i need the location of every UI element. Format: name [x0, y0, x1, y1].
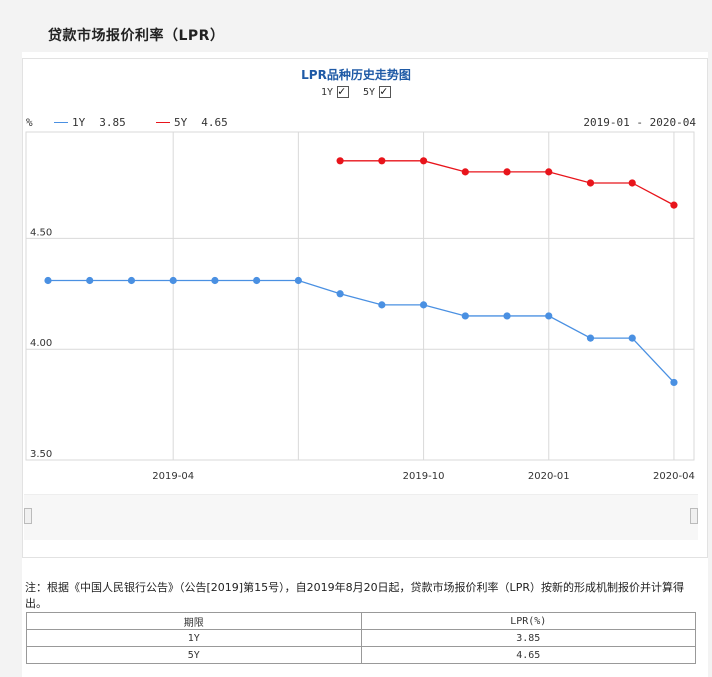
table-header-term: 期限 [26, 612, 362, 630]
data-point-1y [86, 276, 94, 285]
data-point-1y [127, 276, 136, 285]
data-point-5y [545, 168, 553, 176]
series-line-1y [48, 279, 675, 383]
data-point-1y [503, 312, 511, 320]
data-point-1y [586, 334, 595, 342]
right-gutter [708, 52, 712, 677]
data-point-1y [44, 276, 52, 285]
y-unit: % [26, 116, 33, 129]
data-point-5y [378, 157, 386, 165]
table-header-row: 期限 LPR(%) [26, 612, 696, 630]
toggle-5y[interactable]: 5Y [363, 84, 392, 98]
table-cell-rate: 4.65 [360, 646, 696, 664]
table-row: 1Y 3.85 [26, 629, 696, 647]
data-point-1y [336, 290, 344, 298]
legend-swatch-1y [54, 122, 68, 123]
footnote: 注：根据《中国人民银行公告》（公告[2019]第15号），自2019年8月20日… [25, 581, 684, 610]
date-range: 2019-01 - 2020-04 [583, 116, 696, 129]
table-cell-term: 5Y [26, 646, 362, 664]
x-tick-label: 2019-10 [403, 471, 445, 482]
data-point-5y [503, 168, 511, 176]
data-point-1y [294, 276, 302, 285]
data-point-1y [628, 334, 636, 342]
data-point-1y [545, 312, 553, 320]
legend-name-5y: 5Y [174, 116, 188, 129]
legend-value-5y: 4.65 [201, 116, 228, 129]
data-point-1y [211, 276, 219, 285]
data-point-5y [336, 157, 344, 165]
scroll-handle-right[interactable] [690, 508, 698, 524]
range-scroller[interactable] [24, 494, 698, 540]
x-tick-label: 2020-04 [653, 471, 695, 482]
table-cell-rate: 3.85 [360, 629, 696, 647]
data-point-1y [378, 301, 386, 309]
legend-item-1y: 1Y 3.85 [54, 116, 126, 129]
legend-row: % 1Y 3.85 5Y 4.65 2019-01 - 2020-04 [26, 116, 696, 130]
chart-panel [22, 58, 708, 558]
data-point-1y [670, 378, 678, 387]
y-tick-label: 3.50 [30, 449, 52, 460]
toggle-1y[interactable]: 1Y [320, 84, 349, 98]
chart-title: LPR品种历史走势图 [301, 68, 411, 82]
lpr-table: 期限 LPR(%) 1Y 3.85 5Y 4.65 [26, 612, 696, 664]
toggle-5y-checkbox[interactable] [379, 84, 392, 98]
data-point-1y [169, 276, 177, 285]
x-tick-label: 2020-01 [528, 471, 570, 482]
legend-name-1y: 1Y [72, 116, 86, 129]
y-tick-label: 4.00 [30, 338, 52, 349]
data-point-1y [253, 276, 261, 285]
data-point-5y [670, 201, 678, 209]
data-point-5y [628, 179, 636, 187]
toggle-1y-label: 1Y [320, 86, 333, 98]
page-title: 贷款市场报价利率（LPR） [48, 28, 225, 44]
scroll-handle-left[interactable] [24, 508, 32, 524]
toggle-1y-checkbox[interactable] [336, 84, 349, 98]
toggle-5y-label: 5Y [363, 86, 376, 98]
data-point-5y [586, 179, 595, 187]
y-tick-label: 4.50 [30, 227, 52, 238]
table-row: 5Y 4.65 [26, 646, 696, 664]
page-header: 贷款市场报价利率（LPR） [0, 0, 712, 52]
legend-value-1y: 3.85 [99, 116, 126, 129]
legend-swatch-5y [156, 122, 170, 123]
table-cell-term: 1Y [26, 629, 362, 647]
data-point-1y [461, 312, 469, 320]
table-header-lpr: LPR(%) [360, 612, 696, 630]
x-tick-label: 2019-04 [152, 471, 194, 482]
left-gutter [0, 52, 22, 677]
data-point-5y [419, 157, 428, 165]
plot-frame [25, 131, 695, 461]
series-toggles: 1Y 5Y [0, 84, 712, 98]
data-point-1y [419, 301, 428, 309]
series-line-5y [340, 160, 675, 206]
legend-item-5y: 5Y 4.65 [156, 116, 228, 129]
data-point-5y [461, 168, 469, 176]
